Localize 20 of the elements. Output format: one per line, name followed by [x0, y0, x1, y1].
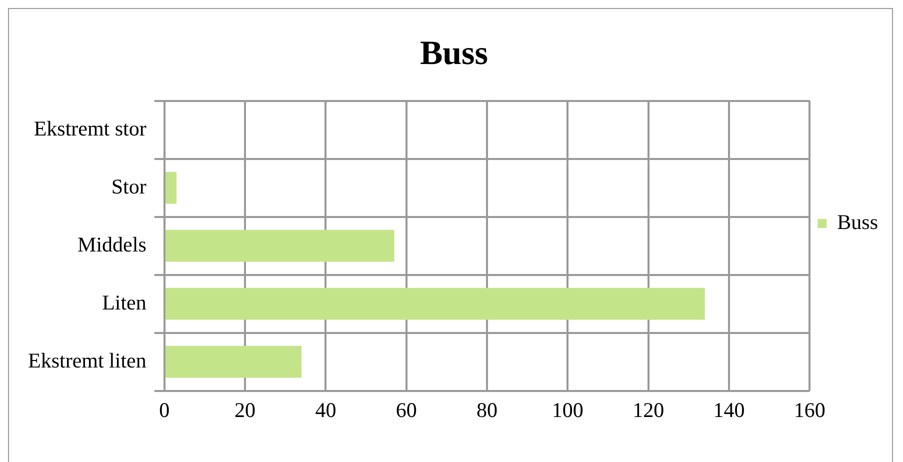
x-tick-label: 100 — [552, 398, 584, 422]
y-tick-label: Ekstremt stor — [34, 116, 146, 140]
x-tick-label: 80 — [476, 398, 498, 422]
x-tick-label: 20 — [234, 398, 256, 422]
bar — [165, 346, 302, 378]
x-tick-label: 60 — [396, 398, 417, 422]
bar — [165, 230, 394, 262]
x-tick-label: 140 — [713, 398, 745, 422]
legend-label: Buss — [837, 210, 878, 234]
y-tick-label: Middels — [78, 232, 146, 256]
bar — [165, 288, 705, 320]
bar — [165, 172, 176, 204]
x-tick-label: 120 — [632, 398, 664, 422]
y-tick-label: Ekstremt liten — [28, 348, 147, 372]
x-tick-label: 40 — [315, 398, 336, 422]
x-tick-label: 0 — [159, 398, 170, 422]
y-tick-label: Liten — [102, 290, 147, 314]
y-tick-label: Stor — [111, 174, 146, 198]
chart-title: Buss — [420, 35, 488, 72]
x-tick-label: 160 — [794, 398, 826, 422]
